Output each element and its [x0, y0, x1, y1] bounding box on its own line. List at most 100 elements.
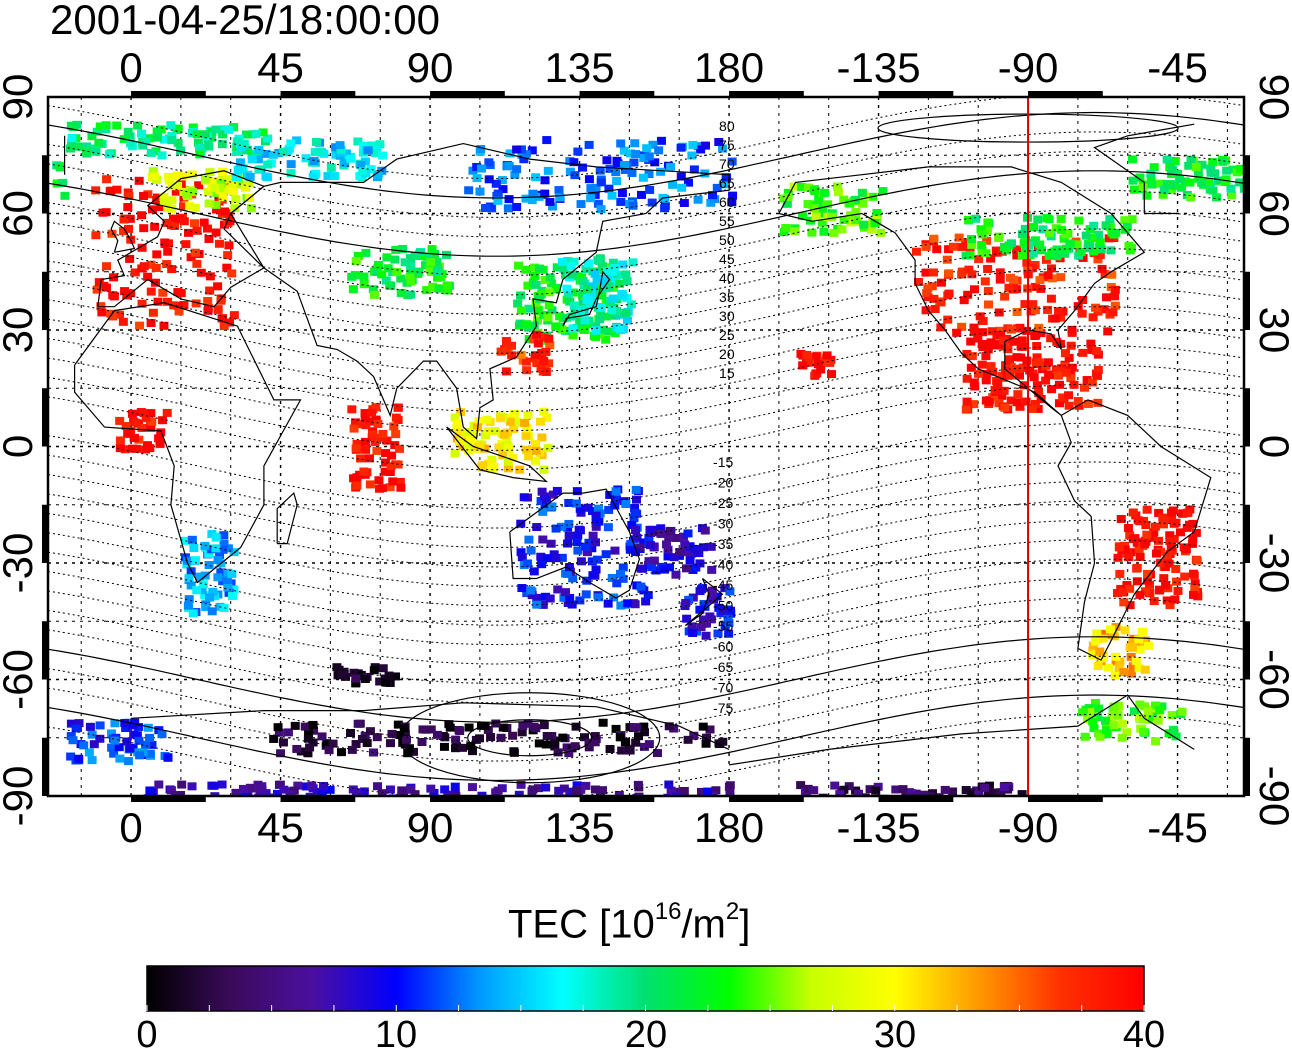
tec-cell [124, 192, 134, 201]
bottom-axis-label: 180 [694, 804, 764, 851]
tec-cell [337, 669, 347, 678]
tec-cell [603, 523, 613, 532]
tec-cell [648, 140, 658, 149]
tec-cell [501, 367, 511, 376]
tec-cell [214, 239, 224, 248]
tec-cell [593, 256, 603, 265]
tec-cell [158, 416, 168, 425]
tec-cell [1098, 634, 1108, 643]
tec-cell [79, 741, 89, 750]
tec-cell [725, 587, 735, 596]
tec-cell [386, 281, 396, 290]
tec-cell [504, 195, 514, 204]
mlat-label-south: -75 [713, 700, 733, 716]
tec-cell [983, 218, 993, 227]
tec-cell [715, 740, 725, 749]
tec-cell [591, 332, 601, 341]
tec-cell [516, 780, 526, 789]
tec-cell [1125, 246, 1135, 255]
tec-cell [846, 218, 856, 227]
tec-cell [304, 729, 314, 738]
tec-cell [804, 358, 814, 367]
magnetic-latitude-contour [48, 267, 1244, 354]
tec-cell [962, 374, 972, 383]
colorbar-tick-30: 30 [873, 1014, 917, 1056]
coastline-africa [74, 302, 302, 584]
tec-cell [1032, 381, 1042, 390]
tec-cell [967, 240, 977, 249]
tec-cell [706, 542, 716, 551]
tec-cell [790, 227, 800, 236]
tec-cell [702, 619, 712, 628]
tec-cell [798, 361, 808, 370]
tec-cell [245, 783, 255, 792]
tec-cell [510, 409, 520, 418]
tec-cell [572, 538, 582, 547]
tec-cell [520, 418, 530, 427]
tec-cell [513, 299, 523, 308]
tec-cell [390, 255, 400, 264]
tec-cell [1111, 652, 1121, 661]
tec-cell [283, 728, 293, 737]
tec-cell [445, 723, 455, 732]
tec-cell [1084, 239, 1094, 248]
tec-cell [701, 631, 711, 640]
tec-cell [1194, 174, 1204, 183]
tec-cell [601, 550, 611, 559]
tec-cell [467, 783, 477, 792]
tec-cell [541, 347, 551, 356]
tec-cell [858, 199, 868, 208]
tec-cell [1203, 178, 1213, 187]
tec-cell [697, 585, 707, 594]
tec-cell [545, 594, 555, 603]
frame-bar-right [1244, 737, 1250, 796]
tec-cell [1036, 284, 1046, 293]
tec-cell [537, 433, 547, 442]
tec-cell [630, 139, 640, 148]
tec-cell [617, 746, 627, 755]
tec-cell [664, 722, 674, 731]
tec-cell [137, 243, 147, 252]
mlat-label-north: 25 [719, 327, 735, 343]
tec-cell [1053, 371, 1063, 380]
tec-cell [677, 183, 687, 192]
tec-cell [558, 733, 568, 742]
tec-cell [363, 146, 373, 155]
tec-cell [1043, 305, 1053, 314]
tec-cell [542, 413, 552, 422]
tec-cell [1154, 508, 1164, 517]
tec-cell [395, 477, 405, 486]
tec-cell [200, 591, 210, 600]
tec-cell [67, 139, 77, 148]
tec-cell [163, 297, 173, 306]
tec-cell [1151, 701, 1161, 710]
tec-cell [533, 339, 543, 348]
tec-cell [1002, 246, 1012, 255]
tec-cell [1061, 230, 1071, 239]
tec-cell [567, 312, 577, 321]
tec-cell [541, 783, 551, 792]
tec-cell [720, 584, 730, 593]
tec-cell [617, 189, 627, 198]
coastline-europe [97, 170, 266, 308]
tec-cell [315, 147, 325, 156]
tec-cell [1172, 169, 1182, 178]
tec-cell [539, 333, 549, 342]
tec-cell [727, 198, 737, 207]
tec-cell [362, 739, 372, 748]
tec-cell [73, 142, 83, 151]
tec-cell [1135, 552, 1145, 561]
tec-cell [377, 484, 387, 493]
tec-cell [523, 559, 533, 568]
tec-cell [1190, 585, 1200, 594]
right-axis-label: -30 [1251, 533, 1292, 594]
tec-cell [146, 287, 156, 296]
tec-cell [1167, 711, 1177, 720]
tec-cell [60, 191, 70, 200]
tec-cell [162, 260, 172, 269]
tec-cell [206, 545, 216, 554]
tec-cell [551, 285, 561, 294]
tec-cell [988, 393, 998, 402]
tec-cell [85, 722, 95, 731]
colorbar-tick-10: 10 [374, 1014, 418, 1056]
